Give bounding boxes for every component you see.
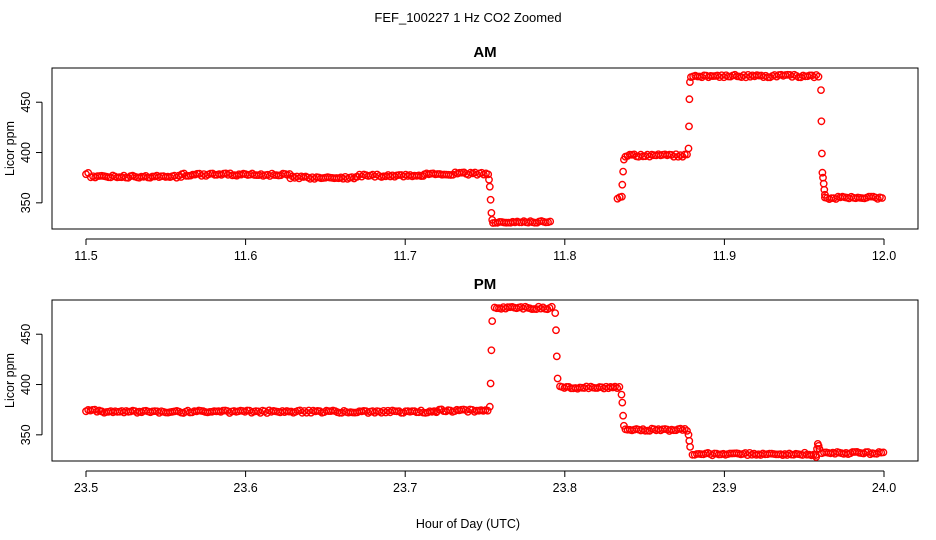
y-tick-label: 350 <box>19 424 33 445</box>
data-point <box>226 169 235 178</box>
data-point <box>800 448 809 457</box>
data-point <box>618 192 626 201</box>
x-tick-label: 11.7 <box>393 249 416 263</box>
data-point <box>686 442 694 451</box>
x-tick-label: 11.8 <box>553 249 576 263</box>
data-point <box>488 215 497 224</box>
data-point <box>487 208 496 217</box>
data-point <box>737 73 746 82</box>
data-point <box>546 217 555 226</box>
data-point <box>195 169 204 178</box>
data-point <box>818 168 827 177</box>
y-tick-label: 450 <box>19 324 33 345</box>
data-point <box>619 167 627 176</box>
panel-title: AM <box>473 44 496 61</box>
data-point <box>483 406 492 415</box>
data-point <box>878 194 886 202</box>
data-point <box>812 453 821 461</box>
data-point <box>615 382 624 391</box>
x-axis: 23.5 23.6 23.7 23.8 23.9 24.0 <box>74 470 896 495</box>
data-point <box>620 155 628 164</box>
data-point <box>810 73 818 82</box>
y-tick-label: 400 <box>19 142 33 163</box>
x-tick-label: 11.5 <box>74 249 97 263</box>
data-point <box>488 317 497 325</box>
y-tick-label: 350 <box>19 192 33 213</box>
y-axis: 350 400 450 <box>19 324 43 445</box>
data-point <box>745 448 754 457</box>
y-axis-label: Licor ppm <box>3 353 17 408</box>
data-point <box>818 149 826 158</box>
data-point <box>683 426 691 435</box>
x-tick-label: 24.0 <box>872 481 896 495</box>
data-point <box>551 309 560 317</box>
data-point <box>820 185 829 194</box>
figure-title: FEF_100227 1 Hz CO2 Zoomed <box>374 10 561 25</box>
data-point <box>547 302 556 311</box>
x-tick-label: 23.7 <box>393 481 417 495</box>
data-point <box>302 408 311 417</box>
data-point <box>485 182 494 191</box>
data-point <box>486 195 495 204</box>
data-point <box>618 398 627 407</box>
data-point <box>464 170 473 179</box>
data-point <box>553 374 562 383</box>
x-tick-label: 12.0 <box>872 249 896 263</box>
data-point <box>534 302 543 311</box>
data-point <box>619 411 627 420</box>
data-point <box>620 421 628 430</box>
data-point <box>298 408 307 417</box>
data-point <box>821 190 829 199</box>
data-point <box>685 122 693 131</box>
plot-frame <box>51 67 919 230</box>
data-point <box>617 390 626 399</box>
y-tick-label: 450 <box>19 92 33 113</box>
y-axis: 350 400 450 <box>19 92 43 213</box>
data-point <box>484 170 493 179</box>
data-point <box>817 86 825 95</box>
data-point <box>487 346 496 355</box>
data-point <box>680 424 689 433</box>
x-axis-label: Hour of Day (UTC) <box>416 517 520 531</box>
data-points <box>82 302 888 461</box>
data-point <box>618 180 627 189</box>
data-point <box>486 379 495 388</box>
data-point <box>815 444 824 453</box>
data-point <box>817 117 826 126</box>
data-point <box>686 78 694 87</box>
data-point <box>678 152 687 161</box>
data-point <box>879 448 888 457</box>
x-tick-label: 23.6 <box>233 481 257 495</box>
panel-title: PM <box>474 276 497 293</box>
y-tick-label: 400 <box>19 374 33 395</box>
x-tick-label: 23.9 <box>712 481 736 495</box>
data-point <box>832 195 840 203</box>
data-point <box>552 326 560 335</box>
pm-panel: PM 23.5 23.6 23.7 23.8 23.9 24.0 350 400 450Licor… <box>3 276 919 495</box>
x-tick-label: 23.8 <box>553 481 577 495</box>
data-point <box>684 430 693 439</box>
data-point <box>684 144 693 153</box>
data-points <box>82 70 886 227</box>
data-point <box>814 72 823 81</box>
plot-frame <box>51 299 919 462</box>
data-point <box>485 402 494 411</box>
x-axis: 11.5 11.6 11.7 11.8 11.9 12.0 <box>74 238 896 263</box>
x-tick-label: 11.6 <box>234 249 257 263</box>
am-panel: AM 11.5 11.6 11.7 11.8 11.9 12.0 350 400 450Licor… <box>3 44 919 263</box>
x-tick-label: 23.5 <box>74 481 98 495</box>
data-point <box>552 352 561 361</box>
x-tick-label: 11.9 <box>713 249 736 263</box>
data-point <box>353 172 362 181</box>
data-point <box>172 173 181 182</box>
y-axis-label: Licor ppm <box>3 121 17 176</box>
data-point <box>685 95 694 104</box>
